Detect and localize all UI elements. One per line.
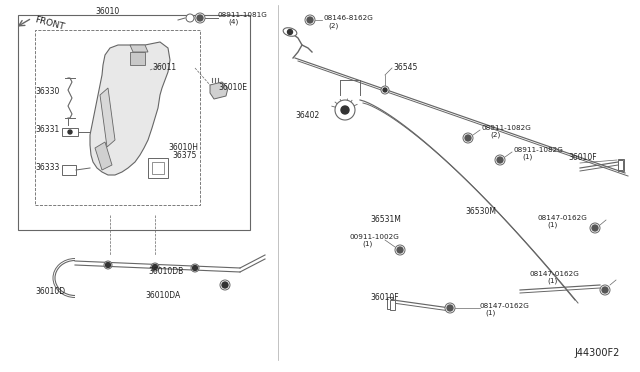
Circle shape — [383, 88, 387, 92]
Text: 08147-0162G: 08147-0162G — [530, 271, 580, 277]
Text: FRONT: FRONT — [34, 16, 66, 32]
Text: 08911-1082G: 08911-1082G — [482, 125, 532, 131]
Polygon shape — [90, 42, 170, 175]
Circle shape — [335, 100, 355, 120]
Text: 36531M: 36531M — [370, 215, 401, 224]
Text: 36010DB: 36010DB — [148, 267, 183, 276]
Text: 36402: 36402 — [295, 110, 319, 119]
Circle shape — [186, 14, 194, 22]
Text: (1): (1) — [522, 154, 532, 160]
Text: 08911-1082G: 08911-1082G — [514, 147, 564, 153]
Text: 08147-0162G: 08147-0162G — [480, 303, 530, 309]
Polygon shape — [95, 142, 112, 170]
Text: 36010E: 36010E — [218, 83, 247, 92]
Circle shape — [195, 13, 205, 23]
Bar — [18, 15, 250, 230]
Bar — [618, 159, 624, 171]
Circle shape — [465, 135, 471, 141]
Circle shape — [445, 303, 455, 313]
Circle shape — [447, 305, 453, 311]
Ellipse shape — [283, 28, 297, 36]
Circle shape — [152, 264, 157, 269]
Text: 08147-0162G: 08147-0162G — [537, 215, 587, 221]
Text: (1): (1) — [485, 310, 495, 316]
Circle shape — [590, 223, 600, 233]
Text: (1): (1) — [362, 241, 372, 247]
Circle shape — [395, 245, 405, 255]
Text: 00911-1002G: 00911-1002G — [350, 234, 400, 240]
Circle shape — [305, 15, 315, 25]
Bar — [387, 297, 393, 309]
Text: 36010F: 36010F — [370, 292, 399, 301]
Text: 36010F: 36010F — [568, 153, 596, 161]
Text: 36545: 36545 — [393, 62, 417, 71]
Bar — [390, 300, 395, 310]
Circle shape — [220, 280, 230, 290]
Circle shape — [600, 285, 610, 295]
Circle shape — [602, 287, 608, 293]
Circle shape — [381, 86, 389, 94]
Bar — [35, 30, 200, 205]
Text: (4): (4) — [228, 19, 238, 25]
Circle shape — [193, 266, 198, 270]
Text: J44300F2: J44300F2 — [575, 348, 620, 358]
Circle shape — [592, 225, 598, 231]
Circle shape — [497, 157, 503, 163]
Circle shape — [397, 247, 403, 253]
Text: 36011: 36011 — [152, 64, 176, 73]
Text: (1): (1) — [547, 278, 557, 284]
Circle shape — [191, 264, 199, 272]
Text: (2): (2) — [328, 23, 339, 29]
Bar — [62, 128, 78, 136]
Circle shape — [106, 263, 111, 267]
Text: 36330: 36330 — [35, 87, 60, 96]
Text: 36010D: 36010D — [35, 288, 65, 296]
Circle shape — [463, 133, 473, 143]
Bar — [152, 162, 164, 174]
Text: 36333: 36333 — [35, 164, 60, 173]
Text: 36331: 36331 — [35, 125, 60, 135]
Circle shape — [495, 155, 505, 165]
Circle shape — [104, 261, 112, 269]
Bar — [62, 165, 76, 175]
Circle shape — [307, 17, 313, 23]
Circle shape — [68, 130, 72, 134]
Text: (1): (1) — [547, 222, 557, 228]
Text: 36530M: 36530M — [465, 208, 496, 217]
Circle shape — [341, 106, 349, 114]
Text: 36375: 36375 — [172, 151, 196, 160]
Bar — [618, 160, 623, 170]
Bar — [148, 158, 168, 178]
Text: 36010: 36010 — [95, 7, 119, 16]
Text: 08146-8162G: 08146-8162G — [323, 15, 373, 21]
Text: (2): (2) — [490, 132, 500, 138]
Polygon shape — [210, 82, 228, 99]
Text: 08911-1081G: 08911-1081G — [218, 12, 268, 18]
Circle shape — [287, 29, 292, 35]
Text: 36010DA: 36010DA — [145, 291, 180, 299]
Polygon shape — [100, 88, 115, 147]
Polygon shape — [130, 52, 145, 65]
Circle shape — [197, 15, 203, 21]
Text: 36010H: 36010H — [168, 144, 198, 153]
Polygon shape — [130, 45, 148, 52]
Circle shape — [151, 263, 159, 271]
Circle shape — [222, 282, 228, 288]
